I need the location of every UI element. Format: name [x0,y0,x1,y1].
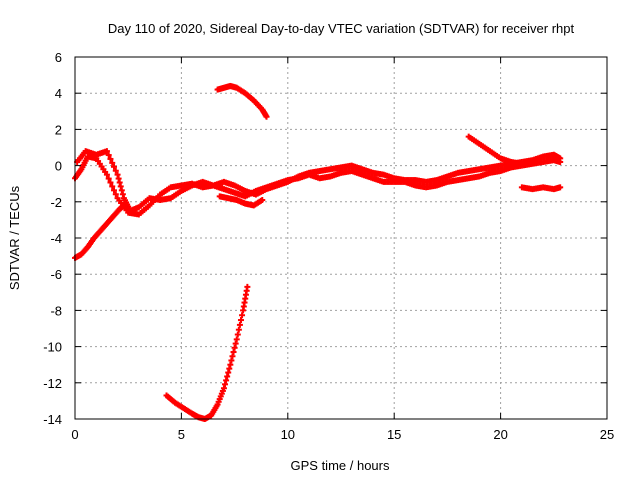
x-tick-label: 5 [178,427,185,442]
chart-title: Day 110 of 2020, Sidereal Day-to-day VTE… [108,21,575,36]
x-axis-label: GPS time / hours [291,458,390,473]
x-tick-label: 25 [600,427,614,442]
series-track-8 [518,184,564,193]
x-tick-label: 10 [281,427,295,442]
data-series [72,82,564,422]
grid-lines [75,57,607,419]
y-tick-label: -4 [50,231,62,246]
y-axis-label: SDTVAR / TECUs [7,185,22,290]
series-track-7 [465,133,536,167]
x-tick-label: 20 [493,427,507,442]
y-tick-label: 2 [55,122,62,137]
series-track-5 [214,82,270,120]
axis-ticks: 0 5 10 15 20 25 -14 -12 -10 -8 -6 -4 -2 0 2 4 6 [43,50,614,442]
y-tick-label: -8 [50,303,62,318]
series-track-4 [72,202,127,261]
y-tick-label: -2 [50,195,62,210]
y-tick-label: -6 [50,267,62,282]
y-tick-label: 6 [55,50,62,65]
y-tick-label: -14 [43,412,62,427]
y-tick-label: -10 [43,340,62,355]
x-tick-label: 0 [71,427,78,442]
series-track-6 [163,283,251,422]
x-tick-label: 15 [387,427,401,442]
series-track-2 [74,148,564,214]
y-tick-label: 0 [55,159,62,174]
y-tick-label: -12 [43,376,62,391]
y-tick-label: 4 [55,86,62,101]
series-track-3 [216,193,266,209]
series-track-1 [72,153,564,218]
